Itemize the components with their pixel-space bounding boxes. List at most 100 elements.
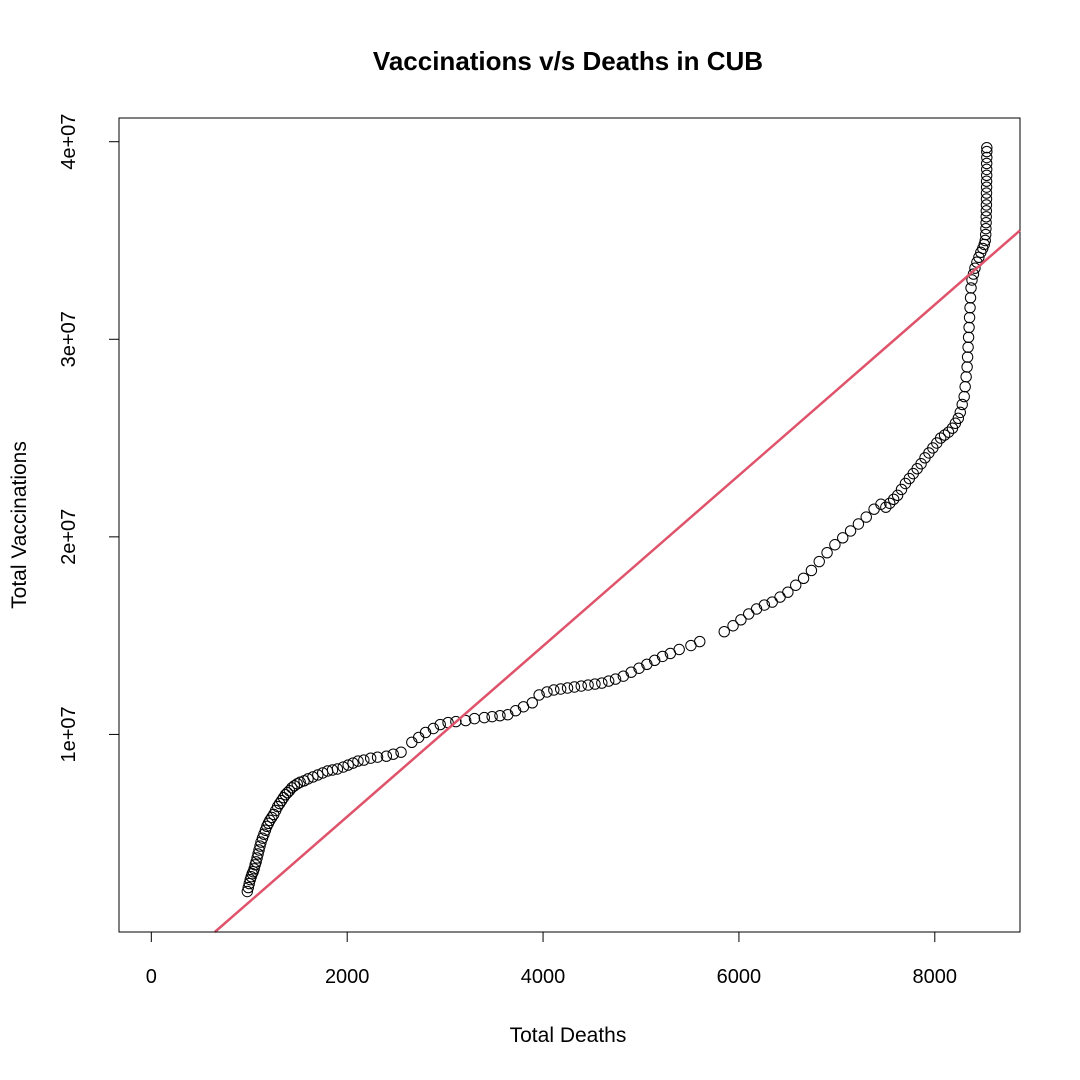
data-point [743, 608, 755, 620]
data-point [758, 599, 771, 611]
data-point [884, 497, 896, 509]
data-point [649, 654, 661, 667]
data-point [427, 722, 440, 735]
y-axis-label: Total Vaccinations [8, 441, 31, 609]
data-point [981, 169, 993, 182]
data-point [980, 205, 993, 217]
data-point [656, 650, 669, 663]
data-point [694, 635, 706, 648]
data-point [980, 181, 993, 193]
data-point [980, 228, 992, 241]
data-point [364, 752, 377, 764]
data-point [326, 764, 339, 776]
data-point [981, 151, 993, 164]
y-tick-label: 2e+07 [58, 509, 80, 565]
data-point [915, 458, 927, 470]
x-tick-label: 4000 [521, 966, 566, 988]
data-point [844, 525, 857, 537]
x-tick-label: 2000 [325, 966, 370, 988]
data-point [494, 709, 506, 722]
data-point [242, 881, 254, 894]
data-point [980, 187, 993, 199]
data-point [805, 564, 818, 577]
data-point [541, 686, 553, 698]
data-point [954, 406, 966, 419]
data-point [251, 852, 263, 864]
data-point [271, 800, 284, 813]
data-point [371, 751, 384, 763]
data-point [575, 680, 587, 692]
data-point [459, 714, 472, 727]
data-point [568, 681, 581, 693]
data-point [412, 731, 425, 744]
data-point [981, 163, 993, 176]
data-point [956, 398, 968, 411]
data-point [959, 381, 971, 393]
data-point [981, 145, 993, 158]
data-point [750, 603, 763, 615]
data-point [891, 489, 904, 502]
x-axis-label: Total Deaths [510, 1024, 627, 1047]
data-point [880, 501, 892, 513]
data-point [395, 746, 407, 758]
data-point [980, 217, 992, 229]
regression-line [213, 229, 1021, 933]
data-point [266, 811, 278, 824]
data-point [241, 885, 253, 898]
data-point [735, 614, 747, 626]
data-point [254, 840, 266, 852]
data-point [302, 773, 314, 785]
data-point [797, 572, 810, 585]
data-point [468, 712, 481, 725]
data-point [279, 788, 292, 801]
x-axis: 0 2000 4000 6000 8000 [146, 931, 958, 988]
data-point [406, 736, 418, 749]
data-point [673, 643, 685, 656]
data-point [980, 199, 993, 211]
data-point [966, 274, 978, 286]
data-point [248, 863, 260, 875]
data-point [962, 331, 975, 344]
data-point [337, 761, 349, 773]
x-tick-label: 8000 [913, 966, 958, 988]
data-point [980, 193, 993, 205]
data-point [718, 625, 730, 638]
data-point [641, 658, 653, 670]
data-point [419, 726, 432, 739]
data-point [625, 666, 637, 678]
y-tick-label: 4e+07 [58, 114, 80, 170]
data-point [307, 771, 319, 783]
data-point [962, 341, 974, 353]
data-point [829, 539, 841, 551]
data-point [312, 769, 324, 781]
data-point [548, 684, 560, 696]
data-point [868, 503, 880, 515]
data-point [486, 710, 498, 723]
data-point [352, 755, 364, 767]
data-point [291, 778, 303, 790]
data-point [960, 371, 972, 383]
data-point [942, 426, 955, 438]
data-point [252, 848, 264, 860]
data-point [813, 555, 825, 568]
data-point [774, 591, 786, 603]
data-point [589, 678, 601, 690]
data-point [727, 620, 739, 632]
data-point [554, 683, 567, 695]
data-point [478, 711, 490, 724]
plot-frame [118, 117, 1021, 933]
data-point [273, 797, 286, 810]
data-point [887, 493, 900, 506]
data-point [380, 750, 393, 762]
data-point [250, 856, 262, 868]
data-point [963, 311, 976, 324]
data-point [979, 234, 991, 247]
data-point [965, 282, 977, 294]
data-point [964, 301, 976, 314]
data-point [961, 351, 974, 363]
data-point [981, 141, 993, 154]
data-point [450, 715, 462, 728]
chart-title: Vaccinations v/s Deaths in CUB [373, 46, 763, 76]
data-point [938, 429, 951, 441]
